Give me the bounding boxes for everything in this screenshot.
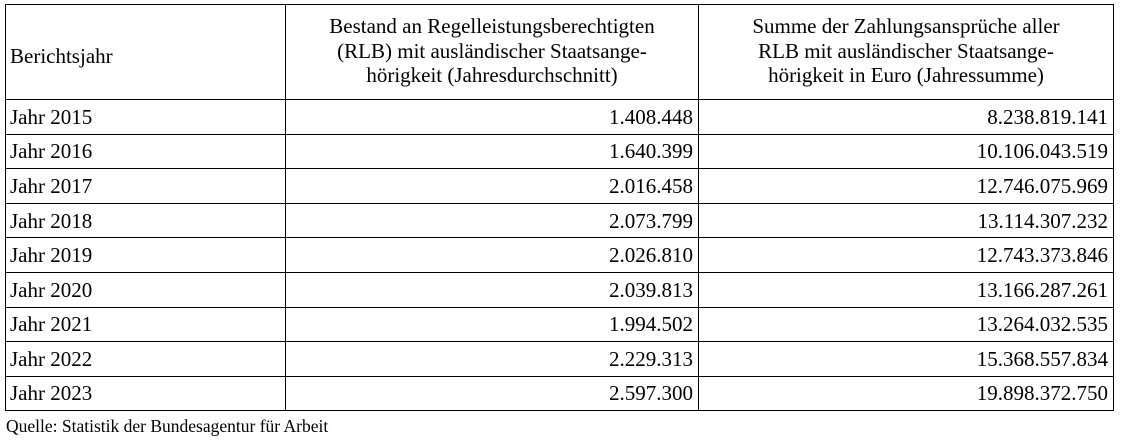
table-row: Jahr 2021 1.994.502 13.264.032.535	[5, 306, 1114, 343]
header-stock-line: (RLB) mit ausländischer Staatsange-	[337, 38, 647, 63]
cell-stock: 1.408.448	[285, 99, 699, 135]
cell-year: Jahr 2015	[5, 99, 286, 135]
table-row: Jahr 2020 2.039.813 13.166.287.261	[5, 271, 1114, 308]
header-sum-line: Summe der Zahlungsansprüche aller	[752, 14, 1060, 39]
header-row: Berichtsjahr Bestand an Regelleistungsbe…	[5, 4, 1114, 100]
header-stock-line: hörigkeit (Jahresdurchschnitt)	[366, 63, 618, 88]
table-header: Berichtsjahr Bestand an Regelleistungsbe…	[5, 4, 1114, 100]
cell-year: Jahr 2020	[5, 271, 286, 308]
table-row: Jahr 2023 2.597.300 19.898.372.750	[5, 375, 1114, 412]
header-sum: Summe der Zahlungsansprüche aller RLB mi…	[698, 4, 1114, 100]
cell-year: Jahr 2017	[5, 168, 286, 204]
cell-year: Jahr 2018	[5, 202, 286, 239]
cell-stock: 2.016.458	[285, 168, 699, 204]
header-stock-line: Bestand an Regelleistungsberechtigten	[329, 14, 655, 39]
statistics-table: Berichtsjahr Bestand an Regelleistungsbe…	[5, 4, 1114, 412]
cell-sum: 12.743.373.846	[698, 237, 1114, 273]
cell-stock: 1.994.502	[285, 306, 699, 343]
cell-year: Jahr 2022	[5, 341, 286, 377]
header-year: Berichtsjahr	[5, 4, 286, 100]
cell-year: Jahr 2016	[5, 133, 286, 170]
header-sum-line: hörigkeit in Euro (Jahressumme)	[768, 63, 1044, 88]
cell-stock: 2.597.300	[285, 375, 699, 412]
table-row: Jahr 2022 2.229.313 15.368.557.834	[5, 341, 1114, 377]
cell-year: Jahr 2019	[5, 237, 286, 273]
table-row: Jahr 2019 2.026.810 12.743.373.846	[5, 237, 1114, 273]
cell-year: Jahr 2021	[5, 306, 286, 343]
cell-sum: 19.898.372.750	[698, 375, 1114, 412]
source-note: Quelle: Statistik der Bundesagentur für …	[6, 416, 329, 436]
cell-sum: 13.166.287.261	[698, 271, 1114, 308]
cell-stock: 2.073.799	[285, 202, 699, 239]
cell-sum: 12.746.075.969	[698, 168, 1114, 204]
table-row: Jahr 2015 1.408.448 8.238.819.141	[5, 99, 1114, 135]
cell-stock: 1.640.399	[285, 133, 699, 170]
cell-sum: 8.238.819.141	[698, 99, 1114, 135]
cell-sum: 13.114.307.232	[698, 202, 1114, 239]
table-body: Jahr 2015 1.408.448 8.238.819.141 Jahr 2…	[5, 99, 1114, 412]
cell-stock: 2.229.313	[285, 341, 699, 377]
cell-sum: 10.106.043.519	[698, 133, 1114, 170]
cell-year: Jahr 2023	[5, 375, 286, 412]
cell-stock: 2.026.810	[285, 237, 699, 273]
header-sum-line: RLB mit ausländischer Staatsange-	[758, 38, 1054, 63]
cell-sum: 13.264.032.535	[698, 306, 1114, 343]
table-row: Jahr 2018 2.073.799 13.114.307.232	[5, 202, 1114, 239]
cell-stock: 2.039.813	[285, 271, 699, 308]
table-row: Jahr 2016 1.640.399 10.106.043.519	[5, 133, 1114, 170]
table-row: Jahr 2017 2.016.458 12.746.075.969	[5, 168, 1114, 204]
cell-sum: 15.368.557.834	[698, 341, 1114, 377]
header-stock: Bestand an Regelleistungsberechtigten (R…	[285, 4, 699, 100]
